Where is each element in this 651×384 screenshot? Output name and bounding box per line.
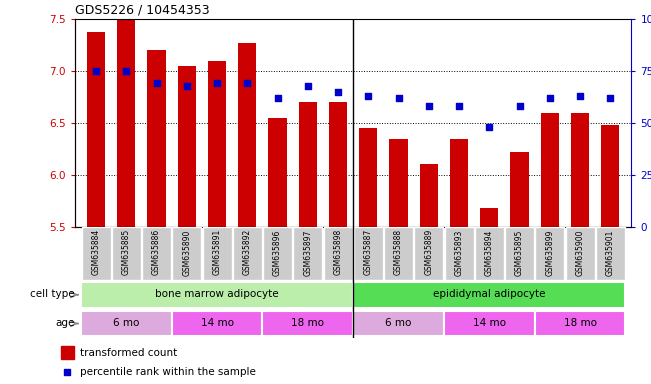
FancyBboxPatch shape — [293, 227, 322, 280]
FancyBboxPatch shape — [324, 227, 353, 280]
Point — [91, 68, 102, 74]
Bar — [87, 31, 105, 227]
Bar — [602, 125, 619, 227]
Bar — [238, 43, 256, 227]
Point — [545, 95, 555, 101]
FancyBboxPatch shape — [505, 227, 534, 280]
Text: GSM635885: GSM635885 — [122, 229, 131, 275]
Bar — [541, 113, 559, 227]
Point — [484, 124, 495, 130]
Bar — [359, 128, 378, 227]
FancyBboxPatch shape — [384, 227, 413, 280]
Bar — [178, 66, 196, 227]
Point — [454, 103, 464, 109]
Point — [212, 80, 222, 86]
Bar — [450, 139, 468, 227]
Text: 14 mo: 14 mo — [201, 318, 234, 328]
Point — [121, 68, 132, 74]
Text: 18 mo: 18 mo — [564, 318, 596, 328]
Text: GSM635894: GSM635894 — [485, 229, 494, 276]
FancyBboxPatch shape — [353, 227, 383, 280]
FancyBboxPatch shape — [112, 227, 141, 280]
Bar — [299, 102, 317, 227]
Text: percentile rank within the sample: percentile rank within the sample — [79, 367, 255, 377]
Point — [182, 83, 192, 89]
Text: GSM635891: GSM635891 — [212, 229, 221, 275]
Bar — [510, 152, 529, 227]
Text: GSM635889: GSM635889 — [424, 229, 434, 275]
Text: GDS5226 / 10454353: GDS5226 / 10454353 — [75, 3, 210, 17]
FancyBboxPatch shape — [81, 282, 353, 308]
Point — [242, 80, 253, 86]
Text: 6 mo: 6 mo — [385, 318, 411, 328]
Bar — [480, 208, 499, 227]
Text: transformed count: transformed count — [79, 348, 177, 358]
Text: 18 mo: 18 mo — [291, 318, 324, 328]
FancyBboxPatch shape — [173, 227, 201, 280]
Bar — [61, 346, 74, 359]
Text: cell type: cell type — [30, 289, 75, 299]
Point — [575, 93, 585, 99]
Text: GSM635898: GSM635898 — [333, 229, 342, 275]
Point — [151, 80, 161, 86]
Point — [363, 93, 374, 99]
Text: GSM635890: GSM635890 — [182, 229, 191, 276]
Text: GSM635896: GSM635896 — [273, 229, 282, 276]
FancyBboxPatch shape — [414, 227, 443, 280]
Text: GSM635893: GSM635893 — [454, 229, 464, 276]
Bar — [148, 50, 165, 227]
FancyBboxPatch shape — [566, 227, 594, 280]
FancyBboxPatch shape — [596, 227, 625, 280]
FancyBboxPatch shape — [81, 227, 111, 280]
Point — [272, 95, 283, 101]
Text: GSM635892: GSM635892 — [243, 229, 252, 275]
Point — [303, 83, 313, 89]
FancyBboxPatch shape — [353, 311, 444, 336]
Point — [333, 89, 343, 95]
Bar — [420, 164, 438, 227]
FancyBboxPatch shape — [475, 227, 504, 280]
FancyBboxPatch shape — [535, 227, 564, 280]
Bar — [268, 118, 286, 227]
Bar — [571, 113, 589, 227]
Text: GSM635887: GSM635887 — [364, 229, 373, 275]
Text: GSM635886: GSM635886 — [152, 229, 161, 275]
FancyBboxPatch shape — [445, 227, 473, 280]
Text: bone marrow adipocyte: bone marrow adipocyte — [155, 289, 279, 299]
Text: GSM635888: GSM635888 — [394, 229, 403, 275]
FancyBboxPatch shape — [142, 227, 171, 280]
Point — [393, 95, 404, 101]
Text: 14 mo: 14 mo — [473, 318, 506, 328]
FancyBboxPatch shape — [233, 227, 262, 280]
FancyBboxPatch shape — [263, 227, 292, 280]
FancyBboxPatch shape — [202, 227, 232, 280]
Text: GSM635895: GSM635895 — [515, 229, 524, 276]
Text: GSM635899: GSM635899 — [546, 229, 554, 276]
Bar — [208, 61, 226, 227]
Point — [424, 103, 434, 109]
Point — [605, 95, 615, 101]
Text: GSM635901: GSM635901 — [606, 229, 615, 276]
Bar — [117, 19, 135, 227]
Point — [448, 281, 458, 287]
FancyBboxPatch shape — [81, 311, 172, 336]
Text: epididymal adipocyte: epididymal adipocyte — [433, 289, 546, 299]
Bar — [329, 102, 347, 227]
Text: GSM635897: GSM635897 — [303, 229, 312, 276]
FancyBboxPatch shape — [353, 282, 626, 308]
FancyBboxPatch shape — [534, 311, 626, 336]
Text: GSM635900: GSM635900 — [575, 229, 585, 276]
Text: age: age — [55, 318, 75, 328]
FancyBboxPatch shape — [262, 311, 353, 336]
Text: 6 mo: 6 mo — [113, 318, 139, 328]
FancyBboxPatch shape — [444, 311, 534, 336]
FancyBboxPatch shape — [172, 311, 262, 336]
Text: GSM635884: GSM635884 — [92, 229, 100, 275]
Bar — [389, 139, 408, 227]
Point — [514, 103, 525, 109]
